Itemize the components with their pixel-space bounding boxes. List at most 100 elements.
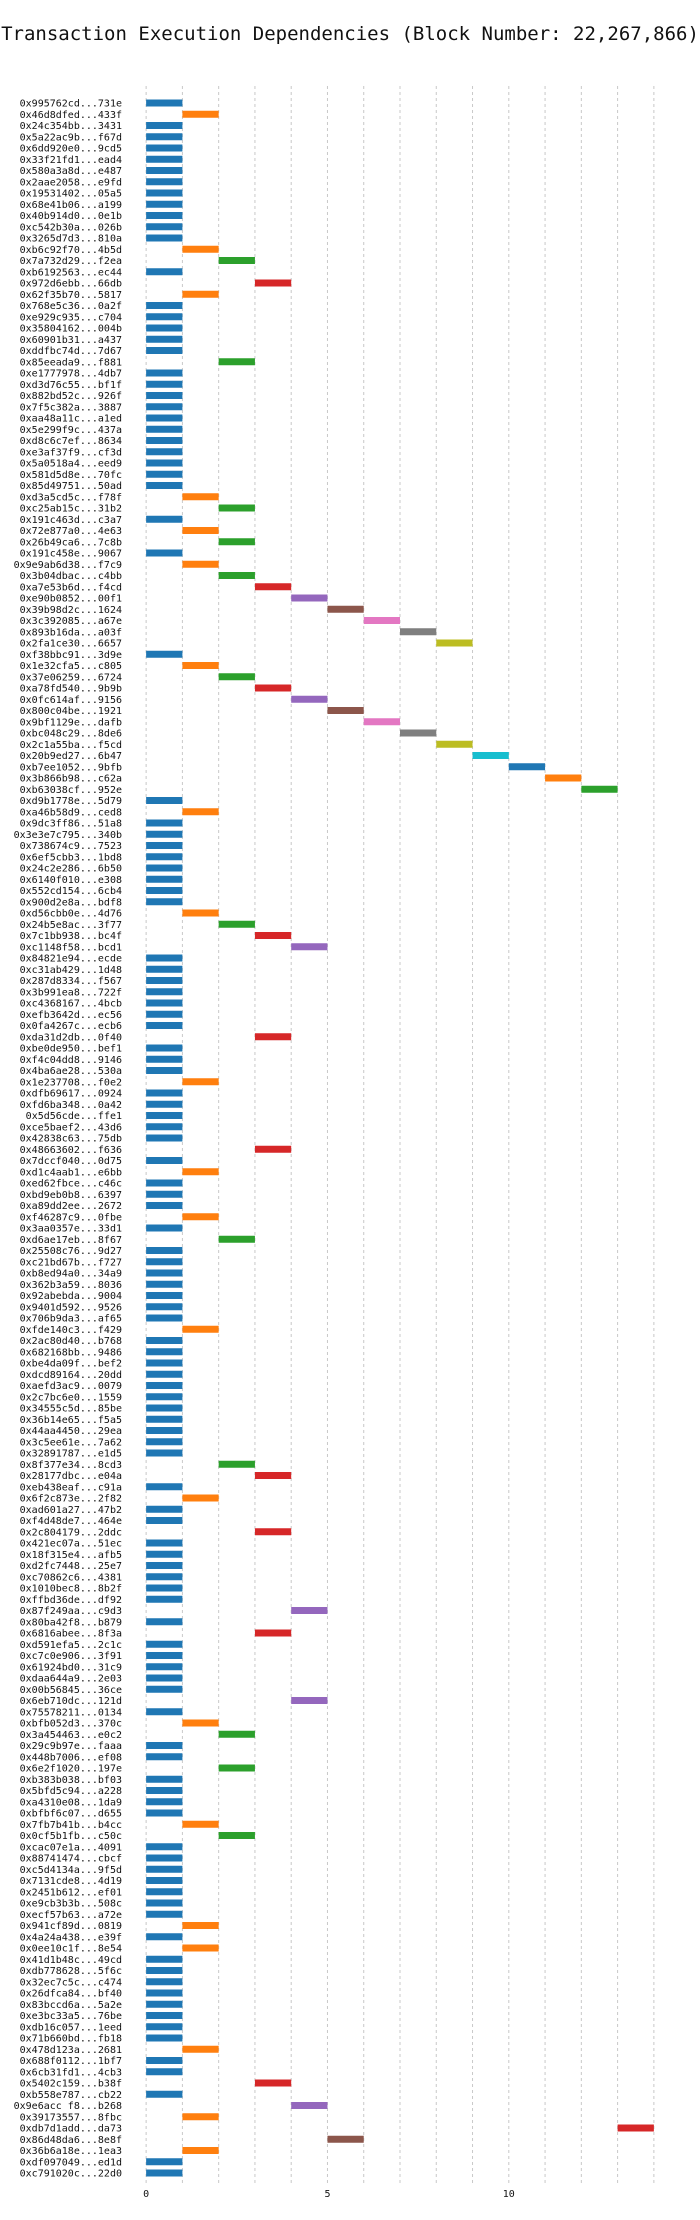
dependency-bar — [146, 268, 183, 276]
tx-label: 0x36b14e65...f5a5 — [20, 1415, 122, 1426]
dependency-bar — [146, 797, 183, 804]
x-tick-label: 0 — [143, 2189, 149, 2200]
tx-label: 0xd3d76c55...bf1f — [20, 380, 122, 391]
tx-label: 0x7131cde8...4d19 — [20, 1876, 122, 1887]
dependency-bar — [146, 1618, 183, 1626]
dependency-bar — [182, 662, 219, 669]
tx-label: 0x5d56cde...ffe1 — [26, 1111, 122, 1122]
dependency-bar — [182, 2147, 219, 2154]
tx-label: 0x32891787...e1d5 — [20, 1449, 122, 1460]
tx-label: 0x72e877a0...4e63 — [20, 526, 122, 537]
dependency-bar — [182, 290, 219, 298]
dependency-bar — [182, 1078, 219, 1086]
dependency-bar — [291, 1697, 328, 1704]
dependency-bar — [146, 392, 183, 399]
dependency-bar — [182, 808, 219, 816]
dependency-bar — [254, 583, 292, 591]
dependency-bar — [146, 223, 183, 231]
tx-label: 0x362b3a59...8036 — [20, 1280, 122, 1291]
dependency-bar — [146, 1989, 183, 1997]
dependency-bar — [146, 380, 183, 388]
dependency-bar — [146, 1314, 183, 1322]
tx-label: 0x7a732d29...f2ea — [20, 256, 122, 267]
tx-label: 0xad601a27...47b2 — [20, 1505, 122, 1516]
tx-label: 0xb383b038...bf03 — [20, 1775, 122, 1786]
tx-label: 0xb558e787...cb22 — [20, 2090, 122, 2101]
dependency-bar — [146, 830, 183, 838]
dependency-bar — [146, 1190, 183, 1198]
tx-label: 0x7c1bb938...bc4f — [20, 931, 122, 942]
tx-label: 0x800c04be...1921 — [20, 706, 122, 717]
dependency-bar — [146, 302, 183, 309]
dependency-bar — [146, 1505, 183, 1513]
dependency-bar — [327, 707, 364, 714]
tx-label: 0x738674c9...7523 — [20, 841, 122, 852]
dependency-bar — [146, 2057, 183, 2064]
tx-label: 0x40b914d0...0e1b — [20, 211, 122, 222]
dependency-bar — [146, 1517, 183, 1524]
tx-label: 0xdfb69617...0924 — [20, 1089, 122, 1100]
dependency-bar — [254, 932, 292, 939]
tx-label: 0x1e32cfa5...c805 — [20, 661, 122, 672]
dependency-bar — [400, 628, 437, 636]
dependency-bar — [146, 1044, 183, 1052]
dependency-bar — [146, 178, 183, 186]
tx-label: 0xbe4da09f...bef2 — [20, 1359, 122, 1370]
tx-label: 0xc791020c...22d0 — [20, 2169, 122, 2180]
tx-label: 0xa4310e08...1da9 — [20, 1797, 122, 1808]
dependency-bar — [146, 1247, 183, 1254]
tx-label: 0x28177dbc...e04a — [20, 1471, 122, 1482]
tx-label: 0x2c7bc6e0...1559 — [20, 1392, 122, 1403]
tx-label: 0x5a22ac9b...f67d — [20, 132, 122, 143]
tx-label: 0xb7ee1052...9bfb — [20, 762, 122, 773]
dependency-bar — [146, 1854, 183, 1862]
dependency-bar — [218, 920, 255, 928]
dependency-bar — [254, 1033, 292, 1041]
tx-label: 0xa7e53b6d...f4cd — [20, 582, 122, 593]
dependency-bar — [291, 1607, 328, 1614]
dependency-bar — [146, 2012, 183, 2019]
tx-label: 0x3c392085...a67e — [20, 616, 122, 627]
tx-label: 0x768e5c36...0a2f — [20, 301, 122, 312]
dependency-bar — [146, 2023, 183, 2031]
dependency-bar — [146, 313, 183, 321]
tx-label: 0xd2fc7448...25e7 — [20, 1561, 122, 1572]
dependency-bar — [254, 684, 292, 692]
dependency-bar — [146, 1539, 183, 1547]
tx-label: 0x580a3a8d...e487 — [20, 166, 122, 177]
dependency-bar — [254, 1629, 292, 1637]
tx-label: 0x5e299f9c...437a — [20, 425, 122, 436]
dependency-bar — [146, 414, 183, 422]
dependency-bar — [182, 1325, 219, 1333]
tx-label: 0x9e6acc f8...b268 — [14, 2101, 122, 2112]
tx-label: 0x7fb7b41b...b4cc — [20, 1820, 122, 1831]
tx-label: 0xeb438eaf...c91a — [20, 1482, 122, 1493]
dependency-bar — [218, 538, 255, 546]
dependency-bar — [146, 448, 183, 456]
dependency-bar — [291, 943, 328, 951]
tx-label: 0xd6ae17eb...8f67 — [20, 1235, 122, 1246]
dependency-bar — [146, 1955, 183, 1963]
x-tick-label: 10 — [503, 2189, 515, 2200]
tx-label: 0x33f21fd1...ead4 — [20, 155, 122, 166]
tx-label: 0xc1148f58...bcd1 — [20, 942, 122, 953]
tx-label: 0x25508c76...9d27 — [20, 1246, 122, 1257]
tx-label: 0xc5d4134a...9f5d — [20, 1865, 122, 1876]
tx-label: 0x18f315e4...afb5 — [20, 1550, 122, 1561]
dependency-bar — [146, 234, 183, 242]
tx-label: 0xda31d2db...0f40 — [20, 1032, 122, 1043]
dependency-bar — [182, 1820, 219, 1828]
dependency-bar — [146, 1652, 183, 1659]
dependency-bar — [146, 1550, 183, 1558]
y-tick-labels: 0x995762cd...731e0x46d8dfed...433f0x24c3… — [14, 99, 122, 2180]
dependency-bar — [146, 1089, 183, 1097]
dependency-bar — [146, 1595, 183, 1603]
dependency-bar — [146, 1865, 183, 1873]
dependency-bar — [146, 1933, 183, 1941]
tx-label: 0xecf57b63...a72e — [20, 1910, 122, 1921]
dependency-bar — [146, 2034, 183, 2042]
tx-label: 0x4ba6ae28...530a — [20, 1066, 122, 1077]
dependency-bar — [146, 369, 183, 377]
tx-label: 0x39173557...8fbc — [20, 2112, 122, 2123]
tx-label: 0x682168bb...9486 — [20, 1347, 122, 1358]
